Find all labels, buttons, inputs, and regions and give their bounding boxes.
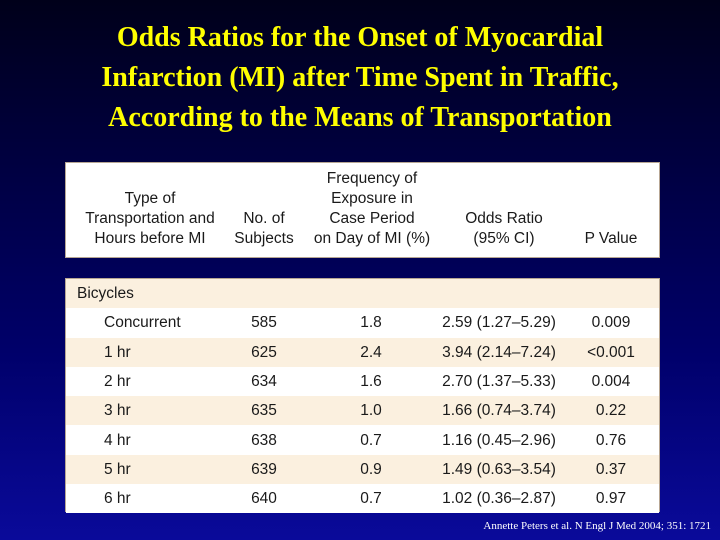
cell-p-value: 0.004 xyxy=(591,372,631,390)
cell-frequency: 1.8 xyxy=(360,314,382,332)
cell-odds-ratio: 2.70 (1.37–5.33) xyxy=(442,372,556,390)
title-line-3: According to the Means of Transportation xyxy=(108,102,612,133)
title-line-1: Odds Ratios for the Onset of Myocardial xyxy=(116,22,604,53)
cell-type: 6 hr xyxy=(104,490,131,508)
header-frequency: Frequency of Exposure in Case Period on … xyxy=(313,170,431,247)
slide-title: Odds Ratios for the Onset of Myocardial … xyxy=(0,18,720,138)
cell-type: 1 hr xyxy=(104,343,131,361)
group-label: Bicycles xyxy=(77,285,134,302)
table-body: Bicycles Concurrent 585 1.8 2.59 (1.27–5… xyxy=(65,278,660,514)
cell-type: Concurrent xyxy=(104,314,181,332)
cell-type: 5 hr xyxy=(104,460,131,478)
cell-type: 3 hr xyxy=(104,402,131,420)
table-row: 4 hr 638 0.7 1.16 (0.45–2.96) 0.76 xyxy=(66,425,659,455)
header-subjects: No. of Subjects xyxy=(234,210,294,247)
cell-odds-ratio: 1.16 (0.45–2.96) xyxy=(442,431,556,449)
cell-frequency: 2.4 xyxy=(360,343,382,361)
table-row: Concurrent 585 1.8 2.59 (1.27–5.29) 0.00… xyxy=(66,308,659,338)
cell-p-value: <0.001 xyxy=(587,343,635,361)
cell-p-value: 0.009 xyxy=(591,314,631,332)
cell-frequency: 0.9 xyxy=(360,460,382,478)
cell-frequency: 0.7 xyxy=(360,431,382,449)
group-row: Bicycles xyxy=(66,279,659,309)
cell-subjects: 635 xyxy=(251,402,277,420)
cell-subjects: 585 xyxy=(251,314,277,332)
title-line-2: Infarction (MI) after Time Spent in Traf… xyxy=(101,62,619,93)
cell-subjects: 625 xyxy=(251,343,277,361)
header-odds-ratio: Odds Ratio (95% CI) xyxy=(465,210,543,247)
cell-p-value: 0.97 xyxy=(595,490,627,508)
cell-frequency: 1.6 xyxy=(360,372,382,390)
cell-odds-ratio: 1.02 (0.36–2.87) xyxy=(442,490,556,508)
cell-subjects: 639 xyxy=(251,460,277,478)
table-row: 6 hr 640 0.7 1.02 (0.36–2.87) 0.97 xyxy=(66,484,659,514)
cell-odds-ratio: 3.94 (2.14–7.24) xyxy=(442,343,556,361)
cell-p-value: 0.76 xyxy=(595,431,627,449)
table-row: 2 hr 634 1.6 2.70 (1.37–5.33) 0.004 xyxy=(66,366,659,397)
header-type: Type of Transportation and Hours before … xyxy=(85,190,215,247)
cell-subjects: 634 xyxy=(251,372,277,390)
table-row: 3 hr 635 1.0 1.66 (0.74–3.74) 0.22 xyxy=(66,396,659,426)
table-row: 5 hr 639 0.9 1.49 (0.63–3.54) 0.37 xyxy=(66,454,659,485)
cell-subjects: 640 xyxy=(251,490,277,508)
cell-type: 4 hr xyxy=(104,431,131,449)
header-p-value: P Value xyxy=(584,230,638,247)
table-header: Type of Transportation and Hours before … xyxy=(65,162,660,258)
cell-type: 2 hr xyxy=(104,372,131,390)
cell-odds-ratio: 2.59 (1.27–5.29) xyxy=(442,314,556,332)
cell-frequency: 1.0 xyxy=(360,402,382,420)
cell-odds-ratio: 1.49 (0.63–3.54) xyxy=(442,460,556,478)
cell-odds-ratio: 1.66 (0.74–3.74) xyxy=(442,402,556,420)
cell-frequency: 0.7 xyxy=(360,490,382,508)
citation: Annette Peters et al. N Engl J Med 2004;… xyxy=(483,520,711,532)
cell-subjects: 638 xyxy=(251,431,277,449)
table-row: 1 hr 625 2.4 3.94 (2.14–7.24) <0.001 xyxy=(66,337,659,367)
cell-p-value: 0.22 xyxy=(595,402,627,420)
cell-p-value: 0.37 xyxy=(595,460,627,478)
